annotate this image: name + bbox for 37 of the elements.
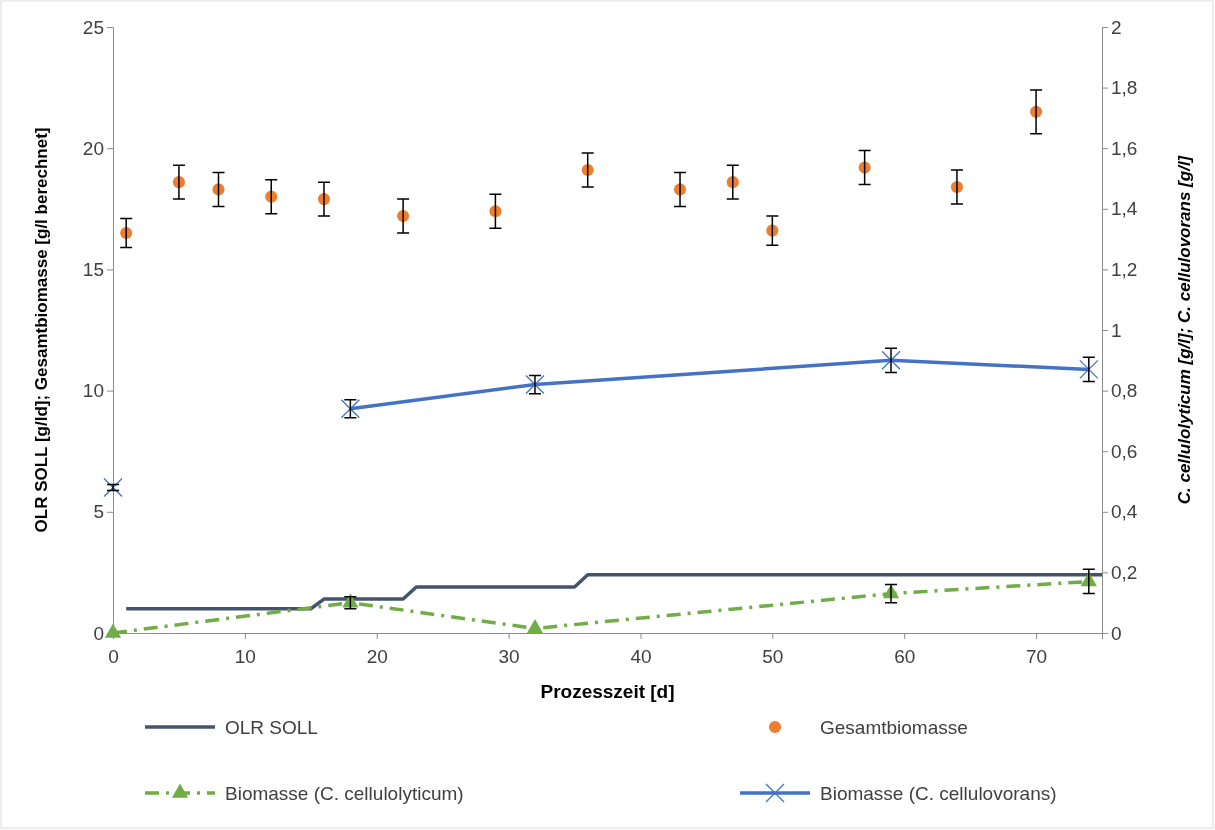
y2-tick-label: 2 xyxy=(1111,16,1122,38)
y2-tick-label: 1,8 xyxy=(1111,77,1138,99)
x-tick-label: 50 xyxy=(762,645,784,667)
y2-axis-title: C. cellulolyticum [g/l]; C. cellulovorans [g/l] xyxy=(1175,154,1194,505)
legend-label: OLR SOLL xyxy=(225,716,318,738)
y-tick-label: 15 xyxy=(82,258,104,280)
y2-tick-label: 0 xyxy=(1111,622,1122,644)
x-tick-label: 20 xyxy=(366,645,388,667)
y2-tick-label: 1 xyxy=(1111,319,1122,341)
x-axis-title: Prozesszeit [d] xyxy=(540,681,675,702)
y2-tick-label: 1,4 xyxy=(1111,198,1138,220)
line-series xyxy=(124,573,1104,611)
x-tick-label: 60 xyxy=(894,645,916,667)
y2-tick-label: 0,2 xyxy=(1111,561,1138,583)
x-tick-label: 10 xyxy=(234,645,256,667)
y2-tick-label: 0,8 xyxy=(1111,380,1138,402)
x-tick-label: 70 xyxy=(1026,645,1048,667)
point xyxy=(104,623,122,638)
legend-label: Gesamtbiomasse xyxy=(820,716,968,738)
y-axis-title: OLR SOLL [g/ld]; Gesamtbiomasse [g/l berechnet] xyxy=(32,127,51,533)
x-tick-label: 0 xyxy=(108,645,119,667)
point xyxy=(881,350,901,370)
y2-tick-label: 0,6 xyxy=(1111,440,1138,462)
y2-tick-label: 0,4 xyxy=(1111,501,1138,523)
point xyxy=(526,619,544,634)
y2-tick-label: 1,6 xyxy=(1111,137,1138,159)
x-tick-label: 40 xyxy=(630,645,652,667)
y-tick-label: 0 xyxy=(93,622,104,644)
legend-label: Biomasse (C. cellulolyticum) xyxy=(225,782,464,804)
y-tick-label: 20 xyxy=(82,137,104,159)
y-tick-label: 10 xyxy=(82,380,104,402)
x-tick-label: 30 xyxy=(498,645,520,667)
legend-label: Biomasse (C. cellulovorans) xyxy=(820,782,1057,804)
y-tick-label: 5 xyxy=(93,501,104,523)
point xyxy=(103,477,123,498)
y-tick-label: 25 xyxy=(82,16,104,38)
y2-tick-label: 1,2 xyxy=(1111,258,1138,280)
